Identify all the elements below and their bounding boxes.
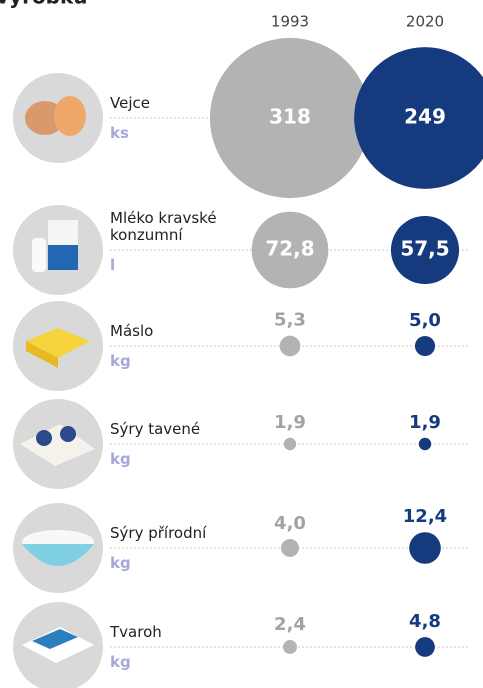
bubble [279,335,301,357]
unit-label: kg [110,450,131,468]
category-label: Sýry tavené [110,420,201,438]
legend-label: 1993 [271,13,309,31]
unit-label: ks [110,124,129,142]
unit-label: kg [110,554,131,572]
unit-label: kg [110,352,131,370]
cheese-label [60,426,76,442]
bowl [22,544,94,566]
unit-label: kg [110,653,131,671]
category-label: Tvaroh [110,623,162,641]
value-label: 2,4 [274,614,306,635]
bubble [209,37,371,199]
category-label: Máslo [110,322,154,340]
chart-title: výrobků [0,0,88,9]
cheese-label [36,430,52,446]
value-label: 318 [269,105,311,129]
value-label: 12,4 [403,506,447,527]
category-label: Vejce [110,94,150,112]
icon [13,301,103,391]
value-label: 72,8 [265,237,314,261]
category-label: Mléko kravské konzumní [110,209,217,244]
value-label: 249 [404,105,446,129]
butter [26,328,90,358]
legend-label: 2020 [406,13,444,31]
bubble [418,437,432,451]
value-label: 1,9 [409,412,441,433]
bubble [390,215,460,285]
bubble [281,539,299,557]
bubble [414,335,436,357]
box-label [32,629,78,649]
cheese [20,424,95,466]
egg [54,96,86,136]
butter-side [26,341,58,368]
value-label: 5,0 [409,310,441,331]
value-label: 57,5 [400,237,449,261]
value-label: 1,9 [274,412,306,433]
bubble [251,211,329,289]
icon [13,503,103,593]
bubble [283,640,297,654]
carton-band [48,245,78,270]
icon [13,602,103,688]
bubble [283,437,297,451]
icon [13,205,103,295]
bubble [409,532,441,564]
unit-label: l [110,256,116,274]
bottle [32,238,46,272]
icon [13,73,103,163]
category-label: Sýry přírodní [110,524,207,542]
bubble [415,637,435,657]
value-label: 5,3 [274,310,306,331]
value-label: 4,0 [274,513,306,534]
icon [13,399,103,489]
value-label: 4,8 [409,611,441,632]
bubble [354,47,483,189]
